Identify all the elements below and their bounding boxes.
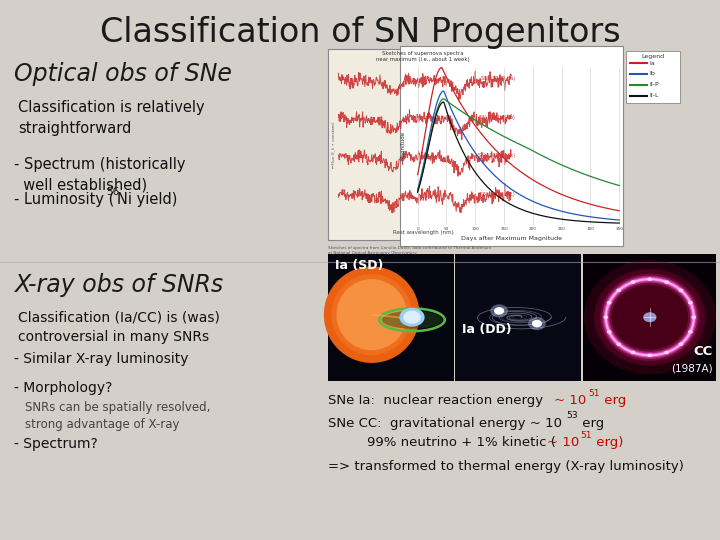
Text: Optical obs of SNe: Optical obs of SNe xyxy=(14,62,233,86)
Bar xyxy=(626,51,680,103)
Text: 200: 200 xyxy=(529,227,536,231)
Text: 100: 100 xyxy=(472,227,479,231)
Text: 250: 250 xyxy=(558,227,565,231)
Text: 53: 53 xyxy=(567,411,578,421)
Text: 50: 50 xyxy=(444,227,449,231)
Text: 99% neutrino + 1% kinetic (: 99% neutrino + 1% kinetic ( xyxy=(367,436,556,449)
Bar xyxy=(583,254,716,381)
Circle shape xyxy=(490,304,508,318)
Text: Classification is relatively
straightforward: Classification is relatively straightfor… xyxy=(18,100,204,136)
Text: SNRs can be spatially resolved,
strong advantage of X-ray: SNRs can be spatially resolved, strong a… xyxy=(25,401,210,431)
Text: erg): erg) xyxy=(592,436,624,449)
Text: SN 1992H (IIb): SN 1992H (IIb) xyxy=(479,115,515,120)
Circle shape xyxy=(647,278,652,281)
Circle shape xyxy=(688,301,693,305)
Circle shape xyxy=(494,307,504,315)
Text: Days after Maximum Magnitude: Days after Maximum Magnitude xyxy=(461,237,562,241)
Text: Ni yield): Ni yield) xyxy=(117,192,178,207)
Text: ~ 10: ~ 10 xyxy=(547,436,580,449)
Ellipse shape xyxy=(382,311,442,329)
Text: erg: erg xyxy=(578,417,604,430)
Text: erg: erg xyxy=(600,394,626,407)
Text: X-ray obs of SNRs: X-ray obs of SNRs xyxy=(14,273,223,296)
Text: SNe CC:  gravitational energy ~ 10: SNe CC: gravitational energy ~ 10 xyxy=(328,417,562,430)
Text: - Luminosity (: - Luminosity ( xyxy=(14,192,114,207)
Text: Ia: Ia xyxy=(649,60,655,66)
Circle shape xyxy=(688,330,693,334)
Text: SNe Ia:  nuclear reaction energy: SNe Ia: nuclear reaction energy xyxy=(328,394,547,407)
Circle shape xyxy=(607,330,611,334)
Circle shape xyxy=(678,288,683,292)
Circle shape xyxy=(603,315,608,319)
Text: Sketches of spectra from Carville-Dutile, data contributed to Thermal Anderson
a: Sketches of spectra from Carville-Dutile… xyxy=(328,246,491,254)
Bar xyxy=(328,49,518,240)
Text: SN 19983 (IIL): SN 19983 (IIL) xyxy=(480,192,515,197)
Text: 150: 150 xyxy=(500,227,508,231)
Circle shape xyxy=(665,350,669,354)
Text: - Similar X-ray luminosity: - Similar X-ray luminosity xyxy=(14,352,189,366)
Text: SN 1998bw (Ic): SN 1998bw (Ic) xyxy=(477,153,515,158)
Text: SN 1994D (Ia): SN 1994D (Ia) xyxy=(481,77,515,82)
Text: ←Flux (f_λ + constant): ←Flux (f_λ + constant) xyxy=(331,121,336,168)
Circle shape xyxy=(403,310,420,324)
Text: Rest wavelength (nm): Rest wavelength (nm) xyxy=(392,230,454,235)
Text: Magnitude: Magnitude xyxy=(401,131,405,160)
Text: II-P: II-P xyxy=(649,82,659,87)
Circle shape xyxy=(616,288,621,292)
Ellipse shape xyxy=(336,279,407,350)
Text: Ia (SD): Ia (SD) xyxy=(335,259,383,272)
Ellipse shape xyxy=(331,274,412,355)
Bar xyxy=(455,254,581,381)
Circle shape xyxy=(665,280,669,284)
Ellipse shape xyxy=(584,260,716,374)
Circle shape xyxy=(643,312,657,322)
Bar xyxy=(400,46,623,246)
Text: Ib: Ib xyxy=(649,71,655,77)
Text: 51: 51 xyxy=(588,389,600,398)
Ellipse shape xyxy=(594,269,706,366)
Circle shape xyxy=(532,320,542,327)
Circle shape xyxy=(616,342,621,346)
Circle shape xyxy=(400,308,425,327)
Bar xyxy=(328,254,454,381)
Text: CC: CC xyxy=(693,345,712,358)
Circle shape xyxy=(678,342,683,346)
Text: => transformed to thermal energy (X-ray luminosity): => transformed to thermal energy (X-ray … xyxy=(328,460,683,473)
Text: ~ 10: ~ 10 xyxy=(554,394,587,407)
Text: Classification of SN Progenitors: Classification of SN Progenitors xyxy=(99,16,621,49)
Text: 56: 56 xyxy=(107,187,120,198)
Circle shape xyxy=(528,317,546,330)
Text: II-L: II-L xyxy=(649,93,659,98)
Text: - Morphology?: - Morphology? xyxy=(14,381,113,395)
Text: 300: 300 xyxy=(587,227,594,231)
Ellipse shape xyxy=(606,279,694,355)
Circle shape xyxy=(647,354,652,357)
Circle shape xyxy=(631,350,635,354)
Text: - Spectrum (historically
  well established): - Spectrum (historically well establishe… xyxy=(14,157,186,193)
Text: Classification (Ia/CC) is (was)
controversial in many SNRs: Classification (Ia/CC) is (was) controve… xyxy=(18,310,220,344)
Text: - Spectrum?: - Spectrum? xyxy=(14,437,98,451)
Text: Sketches of supernova spectra
near maximum (i.e., about 1 week): Sketches of supernova spectra near maxim… xyxy=(376,51,470,63)
Ellipse shape xyxy=(324,267,420,363)
Text: 0: 0 xyxy=(416,227,419,231)
Circle shape xyxy=(691,315,696,319)
Circle shape xyxy=(631,280,635,284)
Text: (1987A): (1987A) xyxy=(671,363,712,373)
Text: Legend: Legend xyxy=(642,54,665,59)
Circle shape xyxy=(607,301,611,305)
Text: 51: 51 xyxy=(580,431,592,440)
Text: Ia (DD): Ia (DD) xyxy=(462,323,512,336)
Text: 350: 350 xyxy=(616,227,623,231)
